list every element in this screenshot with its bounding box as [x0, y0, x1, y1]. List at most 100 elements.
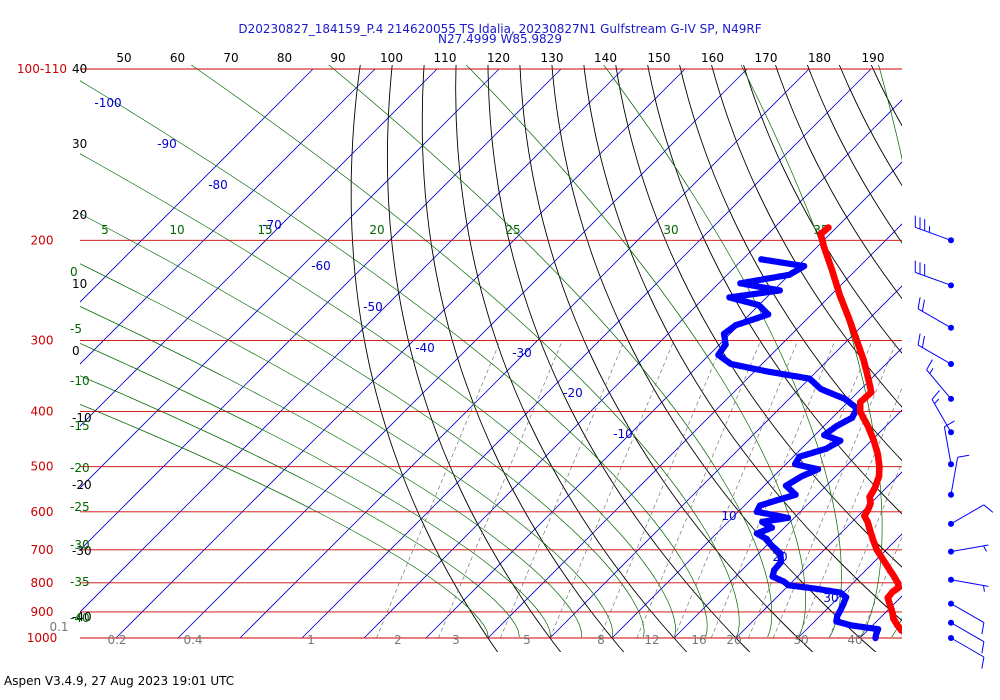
pressure-tick-label: 300	[31, 333, 54, 347]
moist-adiabat-line	[80, 343, 551, 638]
top-axis-label: 120	[487, 51, 510, 65]
mixing-ratio-label: 0.2	[107, 633, 126, 647]
left-moist-label: -35	[70, 575, 90, 589]
wind-barb-flag	[926, 359, 933, 371]
wind-barb-staff	[931, 399, 952, 433]
top-axis-label: 140	[594, 51, 617, 65]
wind-barb-half-flag	[934, 398, 940, 405]
wind-barb	[914, 215, 954, 244]
mixing-ratio-line	[599, 340, 724, 639]
pressure-tick-label: 400	[31, 405, 54, 419]
wind-barb	[931, 390, 954, 436]
mixing-ratio-line	[748, 340, 873, 639]
temperature-point	[824, 224, 832, 232]
left-moist-label: -5	[70, 322, 82, 336]
isotherm-label: 10	[721, 509, 736, 523]
dry-adiabat-line	[743, 65, 902, 354]
wind-barb-staff	[915, 226, 952, 241]
wind-barb-flag	[921, 335, 925, 348]
left-temperature-label: 0	[72, 344, 80, 358]
mixing-ratio-label: 5	[523, 633, 531, 647]
left-temperature-label: -40	[72, 610, 92, 624]
software-footer: Aspen V3.4.9, 27 Aug 2023 19:01 UTC	[4, 674, 235, 688]
isotherm-line	[80, 68, 376, 365]
mixing-ratio-line	[549, 340, 675, 639]
left-temperature-label: 20	[72, 208, 87, 222]
wind-barb-flag	[981, 656, 985, 669]
wind-barb	[948, 504, 994, 527]
moist-adiabat-label: 10	[169, 223, 184, 237]
temperature-point	[916, 635, 923, 642]
isotherm-line	[80, 68, 438, 427]
wind-barb-flag	[981, 641, 985, 654]
isotherm-line	[80, 68, 562, 551]
isotherm-line	[80, 68, 314, 303]
isotherm-line	[239, 68, 810, 639]
dry-adiabat-line	[455, 65, 688, 652]
isotherm-line	[177, 68, 748, 639]
left-moist-label: -10	[70, 374, 90, 388]
wind-barb-staff	[950, 622, 985, 643]
isotherm-line	[301, 68, 872, 639]
mixing-ratio-label: 8	[597, 633, 605, 647]
wind-barb	[948, 619, 985, 654]
grid-lines	[80, 55, 1000, 661]
pressure-tick-label: 500	[31, 460, 54, 474]
wind-barb-staff	[943, 426, 952, 465]
isotherm-line	[549, 285, 902, 639]
top-axis-label: 70	[223, 51, 238, 65]
temperature-point	[911, 633, 918, 640]
dry-adiabat-line	[615, 65, 902, 568]
pressure-tick-label: 700	[31, 543, 54, 557]
mixing-ratio-line	[673, 340, 799, 639]
top-axis-label: 180	[808, 51, 831, 65]
dry-adiabat-line	[679, 65, 902, 462]
wind-barb-half-flag	[983, 545, 987, 552]
dry-adiabat-line	[993, 55, 1000, 661]
mixing-ratio-line	[376, 340, 501, 639]
pressure-tick-label: 100-110	[17, 62, 67, 76]
top-axis-label: 170	[755, 51, 778, 65]
wind-barb-flag	[957, 454, 970, 458]
left-moist-label: -20	[70, 461, 90, 475]
dry-adiabat-line	[350, 65, 499, 652]
wind-barb	[948, 600, 985, 635]
isotherm-line	[611, 347, 902, 639]
wind-barb-staff	[950, 544, 989, 553]
moist-adiabat-line	[465, 65, 806, 638]
wind-barb	[948, 576, 989, 592]
dry-adiabat-line	[962, 55, 1000, 661]
wind-barb	[917, 297, 954, 331]
mixing-ratio-label: 20	[726, 633, 741, 647]
dewpoint-point	[758, 256, 765, 263]
moist-adiabat-line	[740, 65, 883, 638]
isotherm-label: -50	[363, 300, 383, 314]
mixing-ratio-line	[772, 340, 898, 639]
top-axis-label: 160	[701, 51, 724, 65]
left-temperature-label: -10	[72, 411, 92, 425]
wind-barb-half-flag	[929, 367, 934, 374]
isotherm-label: -70	[262, 218, 282, 232]
moist-adiabat-label: 25	[505, 223, 520, 237]
mixing-ratio-line	[438, 340, 563, 639]
moist-adiabat-line	[80, 403, 489, 638]
wind-barb-flag	[981, 622, 985, 635]
mixing-ratio-label: 0.1	[49, 620, 68, 634]
moist-adiabat-line	[878, 65, 902, 638]
top-axis-label: 100	[380, 51, 403, 65]
profile-traces	[715, 224, 923, 642]
moist-adiabat-label: 20	[369, 223, 384, 237]
temperature-point	[904, 631, 911, 638]
pressure-tick-label: 800	[31, 576, 54, 590]
wind-barb	[917, 333, 954, 368]
mixing-ratio-line	[797, 387, 902, 639]
moist-adiabat-line	[80, 213, 645, 638]
mixing-ratio-label: 0.4	[183, 633, 202, 647]
wind-barb-column	[914, 215, 994, 669]
moist-adiabat-line	[190, 65, 740, 638]
isotherm-label: -60	[311, 259, 331, 273]
isotherm-line	[487, 223, 902, 639]
dry-adiabat-line	[775, 65, 902, 300]
mixing-ratio-label: 40	[847, 633, 862, 647]
top-axis-label: 90	[330, 51, 345, 65]
